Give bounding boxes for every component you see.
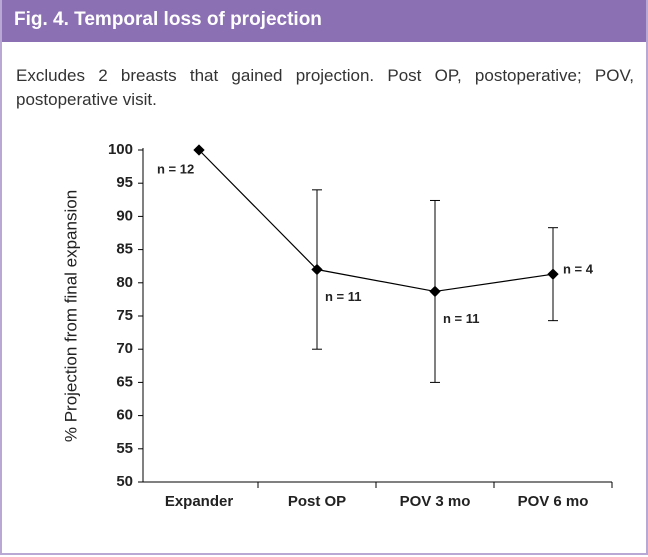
y-tick-label: 90 [116, 207, 133, 224]
y-tick-label: 55 [116, 440, 133, 457]
caption: Excludes 2 breasts that gained projectio… [16, 66, 634, 109]
y-tick-label: 50 [116, 473, 133, 490]
x-tick-label: Expander [165, 493, 234, 510]
x-tick-label: POV 3 mo [400, 493, 471, 510]
marker [547, 268, 559, 280]
annotation: n = 12 [157, 161, 194, 176]
y-tick-label: 100 [108, 141, 133, 158]
y-tick-label: 60 [116, 407, 133, 424]
marker [311, 263, 323, 276]
y-tick-label: 85 [116, 241, 133, 258]
y-tick-label: 65 [116, 373, 133, 390]
line [198, 149, 554, 293]
y-tick-label: 75 [116, 307, 133, 324]
figure-title: Fig. 4. Temporal loss of projection [2, 0, 646, 42]
annotation: n = 11 [325, 289, 362, 304]
marker [193, 144, 205, 156]
y-tick-label: 70 [116, 340, 133, 357]
annotation: n = 11 [443, 311, 480, 326]
y-tick-label: 95 [116, 174, 133, 191]
annotation: n = 4 [563, 262, 594, 277]
marker [429, 285, 441, 298]
x-tick-label: Post OP [288, 493, 346, 510]
y-tick-label: 80 [116, 274, 133, 291]
x-tick-label: POV 6 mo [518, 493, 589, 510]
y-axis-label: % Projection from final expansion [61, 190, 80, 442]
